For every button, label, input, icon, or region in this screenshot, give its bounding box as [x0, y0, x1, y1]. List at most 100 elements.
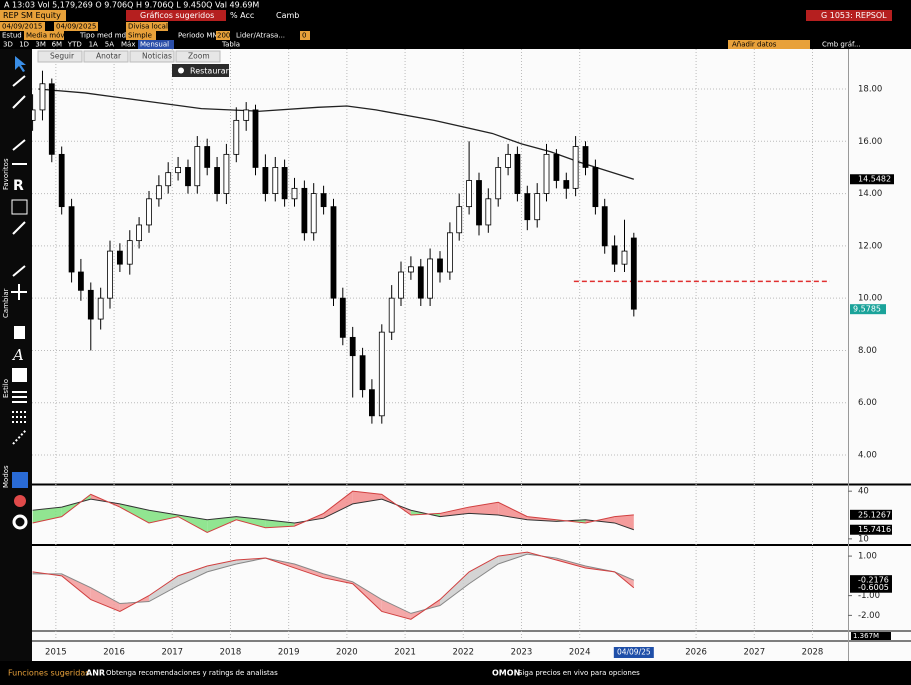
- candle-body: [543, 153, 550, 194]
- color-tool[interactable]: [12, 368, 27, 382]
- frequency[interactable]: Mensual: [140, 41, 169, 49]
- band-fill: [498, 502, 528, 520]
- candle-body: [48, 83, 55, 155]
- candle-body: [592, 167, 599, 208]
- range-button[interactable]: 1D: [19, 41, 29, 49]
- y-tick-label: 12.00: [858, 241, 882, 251]
- currency-box[interactable]: [126, 22, 168, 31]
- security[interactable]: REP SM Equity: [3, 11, 61, 20]
- restore-box[interactable]: [172, 64, 229, 77]
- menu-box[interactable]: [126, 10, 226, 21]
- y-tick-label: 40: [858, 487, 869, 497]
- study-box[interactable]: [24, 31, 64, 40]
- security-box[interactable]: [0, 10, 66, 21]
- last-value-box: [850, 174, 894, 185]
- tool-button[interactable]: [175, 50, 221, 63]
- tool-label[interactable]: Noticias: [142, 52, 172, 61]
- start-box[interactable]: [0, 22, 45, 31]
- tool-label[interactable]: Seguir: [50, 52, 75, 61]
- period-box[interactable]: [216, 31, 230, 40]
- acc[interactable]: % Acc: [230, 11, 254, 20]
- range-button[interactable]: 5A: [105, 41, 114, 49]
- tool-button[interactable]: [37, 50, 83, 63]
- tool-label[interactable]: Anotar: [96, 52, 122, 61]
- range-button[interactable]: 3M: [35, 41, 46, 49]
- channel-tool[interactable]: [11, 199, 28, 215]
- band-fill: [119, 503, 149, 523]
- y-tick-label: 6.00: [858, 398, 877, 408]
- footer-text[interactable]: Siga precios en vivo para opciones: [518, 669, 640, 677]
- y-tick-label: 10.00: [858, 294, 882, 304]
- line-style-tool[interactable]: [12, 391, 27, 403]
- last-value-box: [850, 524, 892, 535]
- start-date[interactable]: 04/09/2015: [2, 23, 42, 31]
- plot-layer: 2015 2016 2017 2018 2019 2020 2021 2022 2023 2024…: [29, 49, 894, 658]
- retracement-tool[interactable]: R: [13, 178, 24, 194]
- band-fill: [469, 556, 499, 584]
- date-label: 04/09/25: [617, 648, 651, 657]
- add-data[interactable]: Añadir datos: [732, 41, 777, 49]
- restore[interactable]: Restaurar: [190, 67, 230, 76]
- currency[interactable]: Divisa local: [128, 23, 168, 31]
- range-button[interactable]: 1A: [89, 41, 98, 49]
- left-toolbar: R A: [0, 49, 32, 661]
- chart-background: [32, 49, 911, 661]
- x-tick-label: 2020: [336, 648, 358, 658]
- frequency-box[interactable]: [138, 40, 174, 49]
- last-value-label: 14.5482: [858, 175, 891, 184]
- candle-body: [514, 153, 521, 194]
- move-tool[interactable]: [11, 284, 27, 300]
- range-button[interactable]: Máx: [121, 41, 135, 49]
- range-button[interactable]: 3D: [3, 41, 13, 49]
- footer-text[interactable]: Obtenga recomendaciones y ratings de ana…: [106, 669, 278, 677]
- candle-body: [611, 245, 618, 265]
- restore-icon: [178, 67, 184, 74]
- study[interactable]: Media móvil: [26, 32, 68, 40]
- tool-button[interactable]: [129, 50, 175, 63]
- table[interactable]: Tabla: [221, 41, 240, 49]
- settings-tool[interactable]: [12, 514, 28, 530]
- end-date[interactable]: 04/09/2025: [56, 23, 96, 31]
- pencil-tool[interactable]: [12, 265, 26, 277]
- lead[interactable]: 0: [302, 32, 306, 40]
- candle-body: [320, 193, 327, 208]
- candle-body: [155, 185, 162, 200]
- ray-tool[interactable]: [12, 95, 26, 109]
- range-button[interactable]: 6M: [52, 41, 63, 49]
- candle-body: [398, 271, 404, 299]
- lead-box[interactable]: [300, 31, 310, 40]
- candle-body: [291, 187, 298, 200]
- end-box[interactable]: [54, 22, 98, 31]
- y-tick-label: 8.00: [858, 346, 877, 356]
- candle-body: [223, 153, 230, 194]
- candle-body: [505, 153, 511, 168]
- indicator-line: [32, 551, 635, 620]
- period[interactable]: 200: [217, 32, 230, 40]
- tool-label[interactable]: Zoom: [188, 52, 210, 61]
- pointer-tool[interactable]: [15, 56, 26, 72]
- range-button[interactable]: YTD: [67, 41, 82, 49]
- ma-type-box[interactable]: [126, 31, 156, 40]
- line-tool[interactable]: [12, 75, 26, 87]
- period-label: Periodo MM: [178, 32, 218, 40]
- text-tool[interactable]: A: [11, 346, 24, 364]
- delete-tool[interactable]: [14, 326, 25, 339]
- candle-body: [243, 109, 250, 121]
- footer-code[interactable]: ANR: [86, 669, 105, 678]
- mode-tool[interactable]: [12, 472, 28, 488]
- fib-tool[interactable]: [12, 221, 26, 235]
- candle-body: [272, 167, 279, 194]
- chart-tools: Seguir Anotar Noticias Zoom: [37, 50, 221, 63]
- camb[interactable]: Camb: [276, 11, 299, 20]
- palette-tool[interactable]: [14, 495, 26, 507]
- trend-tool[interactable]: [12, 139, 26, 151]
- footer-code[interactable]: OMON: [492, 669, 520, 678]
- dash-style-tool[interactable]: [12, 411, 27, 423]
- change-chart[interactable]: Cmb gráf...: [822, 41, 861, 49]
- tool-button[interactable]: [83, 50, 129, 63]
- ma-type[interactable]: Simple: [128, 32, 152, 40]
- candle-body: [301, 187, 308, 234]
- menu[interactable]: Gráficos sugeridos: [140, 11, 214, 20]
- dotted-tool[interactable]: [12, 429, 27, 445]
- add-data-box[interactable]: [728, 40, 810, 49]
